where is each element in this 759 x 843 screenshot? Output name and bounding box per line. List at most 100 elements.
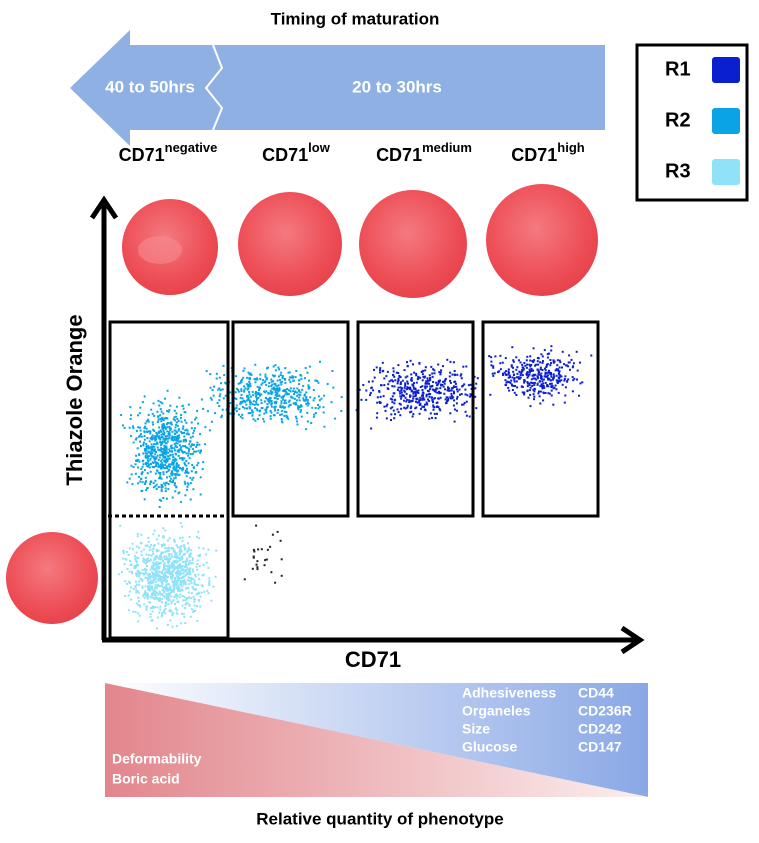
dot [309,396,312,399]
dot [146,561,149,564]
dot [280,410,283,413]
dot [132,441,135,444]
dot [178,572,181,575]
dot [160,578,163,581]
dot [285,390,288,393]
dot [186,432,189,435]
dot [137,612,140,615]
dot [284,381,287,384]
dot [143,435,146,437]
dot [290,396,293,399]
dot [558,366,561,369]
dot [169,571,172,574]
dot [165,550,168,553]
dot [160,615,163,618]
dot [173,538,176,541]
dot [173,568,176,570]
dot [136,429,138,432]
dot [157,593,160,596]
dot [512,359,515,362]
dot [446,389,449,392]
dot [161,589,164,592]
dot [173,555,176,558]
dot [538,373,541,376]
dot [164,397,166,400]
dot [277,366,280,369]
dot [192,609,195,612]
dot [433,397,436,400]
dot [299,374,302,376]
dot [543,349,546,352]
dot [156,578,159,581]
dot [157,466,160,469]
dot [160,488,163,491]
dot [247,398,250,401]
stage-label: CD71negative [119,140,218,164]
dot [149,432,152,435]
dot [529,405,532,408]
stage-labels: CD71negative CD71low CD71medium CD71high [119,140,585,164]
dot [536,377,539,380]
dot [448,375,451,378]
dot [557,368,560,371]
dot [458,388,461,391]
dot [137,596,140,599]
dot [136,460,139,463]
dot [207,548,210,551]
dot [210,398,213,401]
dot [243,385,246,388]
dot [186,597,189,599]
dot [192,578,195,580]
dot [305,428,308,431]
dot [403,394,405,397]
dot [267,385,270,388]
dot [187,576,190,579]
dot [384,409,387,412]
dot [174,482,176,485]
dot [306,371,309,374]
dot [178,457,181,460]
dot [180,467,183,470]
dot [251,390,254,393]
dot [181,525,184,528]
dot [511,346,514,349]
dot [177,566,180,569]
dot [285,416,288,419]
dot [152,565,155,568]
dot [276,379,279,382]
dot [239,396,242,399]
dot [168,588,171,591]
dot [508,389,511,392]
dot [408,386,411,389]
dot [453,420,456,423]
dot [144,452,147,455]
dot [269,415,272,418]
dot [308,379,310,382]
dot [394,413,396,416]
dot [416,390,419,393]
dot [394,398,397,401]
dot [159,408,162,411]
dot [137,482,140,485]
dot [439,373,442,376]
dot [163,561,166,564]
dot [162,565,165,567]
dot [162,497,165,499]
dot [146,573,149,576]
dot [122,552,125,555]
dot [188,448,191,451]
dot [180,584,182,587]
dot [531,382,534,385]
dot [263,420,266,423]
dot [177,429,180,432]
dot [282,406,284,409]
dot [164,427,167,430]
dot [511,376,514,379]
dot [241,400,244,403]
dot [520,372,523,375]
dot [163,444,166,447]
dot [334,417,337,420]
dot [557,391,560,394]
dot [154,556,157,559]
dot [182,553,185,556]
